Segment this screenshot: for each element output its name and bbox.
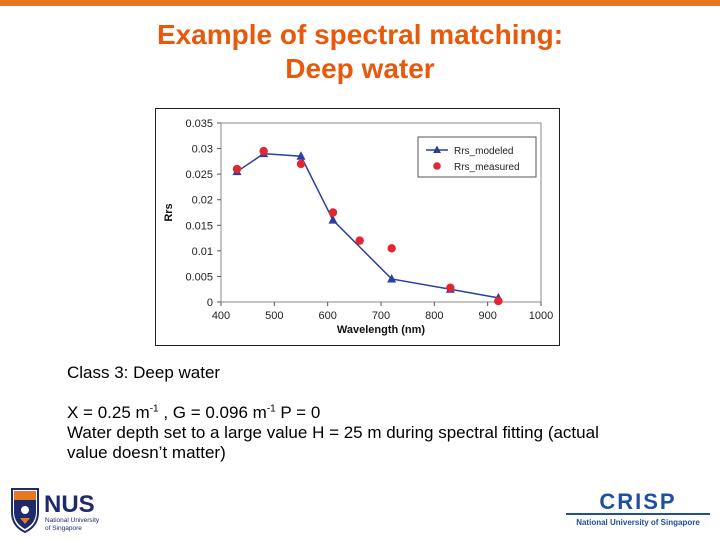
y-tick-label: 0.02 xyxy=(192,195,213,207)
legend-label: Rrs_modeled xyxy=(454,146,513,157)
crisp-wordmark: CRISP xyxy=(599,489,676,514)
measured-point xyxy=(296,159,306,169)
g-param-exponent: -1 xyxy=(266,403,276,415)
g-param: , G = 0.096 m xyxy=(158,403,267,422)
x-axis-label: Wavelength (nm) xyxy=(337,324,426,336)
x-param: X = 0.25 m xyxy=(67,403,150,422)
y-tick-label: 0.005 xyxy=(185,271,213,283)
measured-point xyxy=(328,208,338,217)
y-tick-label: 0.015 xyxy=(185,220,213,232)
y-tick-label: 0.03 xyxy=(192,144,213,156)
depth-note-line-1: Water depth set to a large value H = 25 … xyxy=(67,423,599,442)
x-tick-label: 1000 xyxy=(529,310,553,322)
modeled-point xyxy=(387,273,397,283)
x-param-exponent: -1 xyxy=(149,403,159,415)
modeled-point xyxy=(296,151,306,160)
measured-point xyxy=(232,164,242,174)
x-tick-label: 600 xyxy=(318,310,336,322)
chart-legend: Rrs_modeled Rrs_measured xyxy=(417,136,537,178)
crisp-subtext: National University of Singapore xyxy=(576,518,700,527)
x-tick-label: 700 xyxy=(372,310,390,322)
axes-layer: 0 0.005 0.01 0.015 0.02 0.025 0.03 0.035 400 500 6… xyxy=(163,118,553,336)
y-tick-label: 0.01 xyxy=(192,246,213,258)
measured-point xyxy=(494,296,503,306)
legend-label: Rrs_measured xyxy=(454,162,520,173)
crisp-logo: CRISP National University of Singapore xyxy=(562,486,714,530)
measured-point xyxy=(446,283,455,292)
chart-frame: 0 0.005 0.01 0.015 0.02 0.025 0.03 0.035 400 500 6… xyxy=(155,108,560,346)
slide-title: Example of spectral matching: Deep water xyxy=(0,18,720,86)
depth-note-line-2: value doesn’t matter) xyxy=(67,443,226,462)
class-label: Class 3: Deep water xyxy=(67,363,221,382)
nus-wordmark: NUS xyxy=(44,491,95,518)
y-axis-label: Rrs xyxy=(163,203,175,221)
y-tick-label: 0 xyxy=(207,297,213,309)
title-line-2: Deep water xyxy=(285,53,435,84)
nus-subtext-2: of Singapore xyxy=(45,525,82,532)
measured-point xyxy=(355,236,364,245)
x-tick-label: 500 xyxy=(265,310,283,322)
x-tick-label: 800 xyxy=(425,310,443,322)
title-line-1: Example of spectral matching: xyxy=(156,19,564,50)
measured-point xyxy=(387,244,396,253)
y-tick-label: 0.035 xyxy=(185,118,213,130)
series-layer xyxy=(232,146,503,306)
legend-swatch-triangle xyxy=(433,145,441,153)
nus-subtext-1: National University xyxy=(45,517,100,524)
legend-swatch-dot xyxy=(433,162,441,170)
slide-body: Class 3: Deep water X = 0.25 m-1 , G = 0… xyxy=(67,363,687,463)
x-tick-label: 900 xyxy=(478,310,496,322)
p-param: P = 0 xyxy=(275,403,321,422)
legend-box xyxy=(417,136,537,178)
parameter-line: X = 0.25 m-1 , G = 0.096 m-1 P = 0 xyxy=(67,403,687,423)
nus-crest-icon xyxy=(11,488,39,534)
y-tick-label: 0.025 xyxy=(185,169,213,181)
top-accent-bar xyxy=(0,0,720,6)
x-tick-label: 400 xyxy=(212,310,230,322)
nus-logo: NUS National University of Singapore xyxy=(8,486,128,534)
modeled-point xyxy=(328,215,338,224)
spectral-chart: 0 0.005 0.01 0.015 0.02 0.025 0.03 0.035 400 500 6… xyxy=(163,118,553,336)
measured-point xyxy=(259,146,268,156)
crisp-underline xyxy=(566,513,710,515)
